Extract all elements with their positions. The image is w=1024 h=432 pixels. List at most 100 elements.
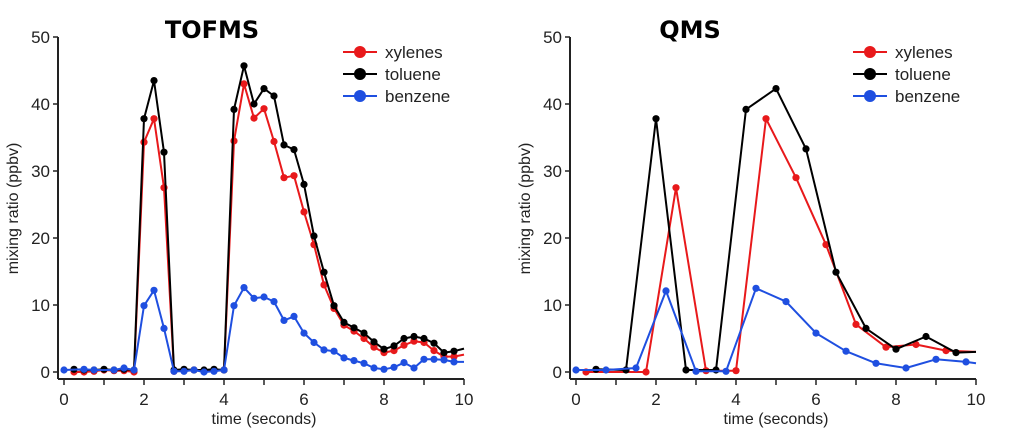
legend-marker <box>864 90 876 102</box>
legend-item-xylenes: xylenes <box>853 43 953 62</box>
data-point-toluene <box>892 345 900 353</box>
data-point-xylenes <box>150 115 158 123</box>
data-point-toluene <box>712 366 720 374</box>
data-point-xylenes <box>280 174 288 182</box>
data-point-benzene <box>120 364 128 372</box>
y-axis-label: mixing ratio (ppbv) <box>5 143 22 275</box>
data-point-toluene <box>390 342 398 350</box>
data-point-benzene <box>902 364 910 372</box>
data-point-xylenes <box>270 137 278 146</box>
data-point-benzene <box>410 364 418 372</box>
x-tick-label: 2 <box>139 390 148 409</box>
data-point-benzene <box>350 357 358 365</box>
y-tick-label: 50 <box>543 28 562 47</box>
data-point-toluene <box>250 100 258 108</box>
data-point-toluene <box>160 148 168 156</box>
data-point-benzene <box>430 355 438 363</box>
data-point-benzene <box>310 338 318 347</box>
data-point-toluene <box>622 366 630 374</box>
data-point-toluene <box>240 62 248 70</box>
series-line-toluene <box>595 87 977 371</box>
series-line-benzene <box>576 287 977 373</box>
data-point-benzene <box>722 367 730 375</box>
data-point-toluene <box>400 334 408 343</box>
series-toluene <box>592 85 977 374</box>
data-point-toluene <box>230 105 238 113</box>
x-tick-label: 0 <box>59 390 68 409</box>
data-point-benzene <box>450 358 458 366</box>
chart-title: QMS <box>659 16 721 44</box>
legend-marker <box>354 46 366 58</box>
data-point-benzene <box>260 293 268 301</box>
data-point-benzene <box>300 329 308 337</box>
x-tick-label: 10 <box>455 390 474 409</box>
data-point-toluene <box>300 180 308 188</box>
legend-label: benzene <box>385 87 450 106</box>
data-point-benzene <box>250 294 258 302</box>
data-point-toluene <box>802 145 810 153</box>
legend-marker <box>864 46 876 58</box>
legend-item-xylenes: xylenes <box>343 43 443 62</box>
series-xylenes <box>582 115 977 376</box>
data-point-benzene <box>662 287 670 295</box>
data-point-benzene <box>170 367 178 375</box>
data-point-benzene <box>140 302 148 310</box>
data-point-benzene <box>440 356 448 364</box>
data-point-xylenes <box>260 105 268 113</box>
data-point-toluene <box>742 105 750 113</box>
data-point-toluene <box>280 141 288 149</box>
data-point-toluene <box>430 339 438 347</box>
data-point-xylenes <box>250 114 258 122</box>
series-xylenes <box>70 80 465 376</box>
data-point-benzene <box>962 358 970 366</box>
data-point-toluene <box>380 345 388 353</box>
legend-label: toluene <box>895 65 951 84</box>
y-tick-label: 10 <box>31 296 50 315</box>
data-point-xylenes <box>792 174 800 182</box>
data-point-benzene <box>280 316 288 324</box>
data-point-benzene <box>872 359 880 367</box>
x-tick-label: 8 <box>379 390 388 409</box>
data-point-benzene <box>602 366 610 374</box>
data-point-xylenes <box>852 320 860 328</box>
data-point-toluene <box>652 115 660 123</box>
data-point-benzene <box>190 366 198 374</box>
data-point-toluene <box>310 232 318 240</box>
data-point-xylenes <box>430 347 438 355</box>
data-point-toluene <box>952 349 960 357</box>
data-point-toluene <box>410 332 418 341</box>
data-point-benzene <box>60 366 68 374</box>
data-point-xylenes <box>732 367 740 375</box>
data-point-benzene <box>110 366 118 374</box>
y-tick-label: 40 <box>31 95 50 114</box>
data-point-benzene <box>842 347 850 355</box>
data-point-benzene <box>782 298 790 306</box>
data-point-toluene <box>370 338 378 346</box>
data-point-benzene <box>420 355 428 363</box>
data-point-toluene <box>420 334 428 343</box>
x-axis-label: time (seconds) <box>724 411 829 428</box>
legend-label: xylenes <box>895 43 953 62</box>
data-point-benzene <box>632 364 640 372</box>
data-point-xylenes <box>762 115 770 123</box>
data-point-benzene <box>320 346 328 354</box>
data-point-xylenes <box>240 80 248 88</box>
data-point-benzene <box>200 368 208 376</box>
data-point-toluene <box>772 85 780 93</box>
data-point-benzene <box>370 364 378 372</box>
data-point-benzene <box>812 329 820 337</box>
chart-panel-tofms: TOFMS 0 10 20 30 40 50 0 2 4 6 8 10 time (seconds) mix… <box>5 16 473 428</box>
data-point-benzene <box>270 298 278 306</box>
y-tick-label: 0 <box>553 363 562 382</box>
data-point-xylenes <box>320 281 328 289</box>
data-point-benzene <box>80 365 88 373</box>
legend-item-toluene: toluene <box>343 65 441 84</box>
data-point-benzene <box>160 324 168 332</box>
y-tick-label: 10 <box>543 296 562 315</box>
data-point-benzene <box>340 354 348 362</box>
x-tick-label: 2 <box>651 390 660 409</box>
data-point-benzene <box>230 302 238 310</box>
data-point-benzene <box>220 366 228 374</box>
data-point-toluene <box>320 268 328 276</box>
